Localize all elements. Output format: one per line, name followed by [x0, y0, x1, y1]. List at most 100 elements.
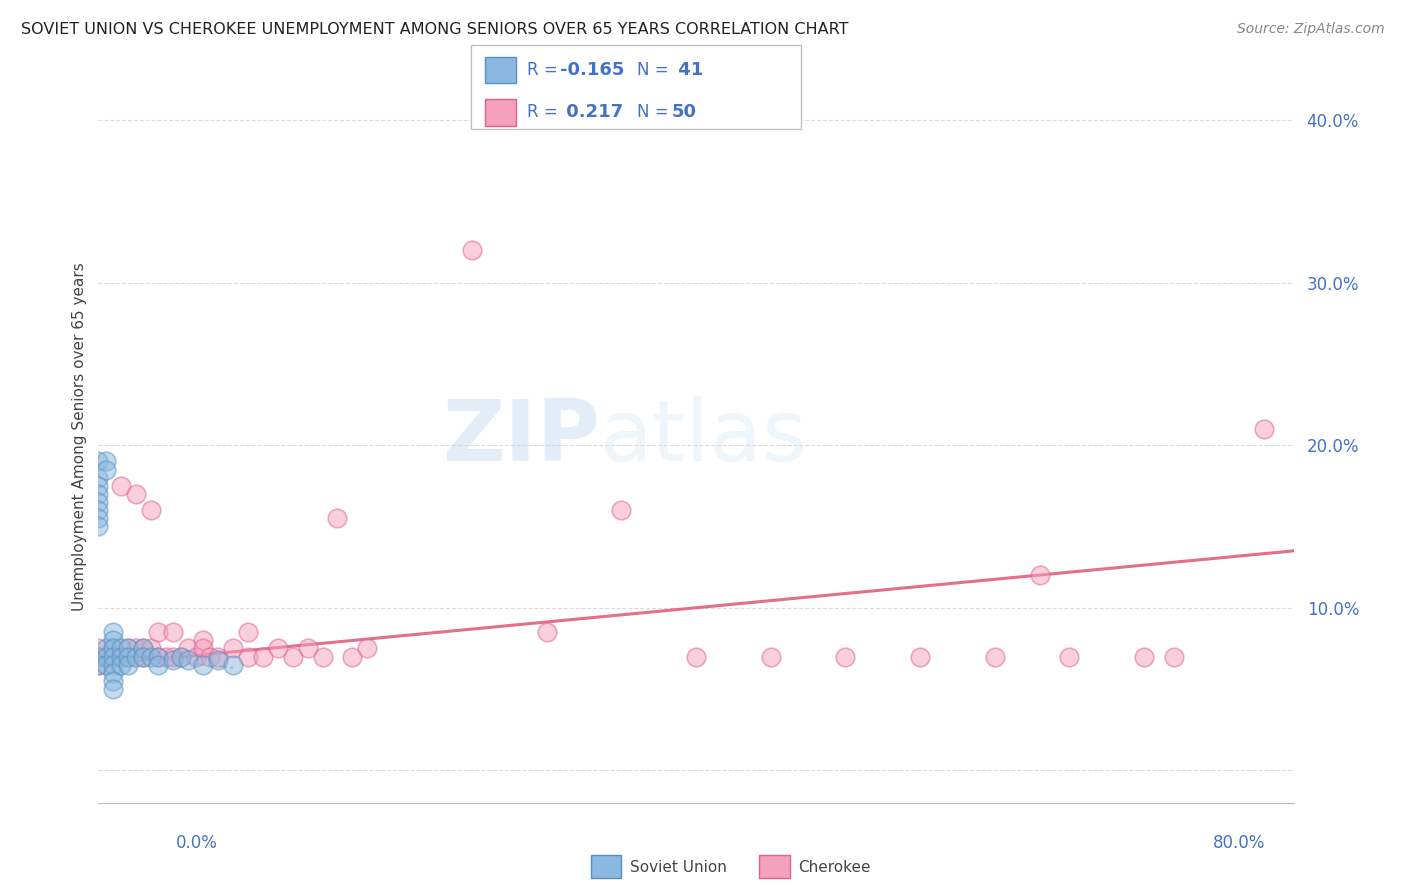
Point: [461, 243, 484, 257]
Point: [297, 641, 319, 656]
Point: [110, 479, 132, 493]
Text: ZIP: ZIP: [443, 395, 600, 479]
Point: [177, 653, 200, 667]
Point: [103, 649, 125, 664]
Point: [94, 454, 117, 468]
Point: [162, 625, 184, 640]
Point: [94, 462, 117, 476]
Point: [103, 657, 125, 672]
Point: [236, 649, 259, 664]
Point: [148, 649, 170, 664]
Point: [1133, 649, 1156, 664]
Text: 41: 41: [672, 61, 703, 79]
Text: N =: N =: [637, 103, 673, 121]
Point: [117, 641, 139, 656]
Text: Soviet Union: Soviet Union: [630, 860, 727, 874]
Point: [132, 641, 155, 656]
Point: [162, 653, 184, 667]
Point: [207, 649, 229, 664]
Text: atlas: atlas: [600, 395, 808, 479]
Point: [94, 649, 117, 664]
Point: [148, 649, 170, 664]
Point: [759, 649, 782, 664]
Point: [148, 657, 170, 672]
Text: Cherokee: Cherokee: [799, 860, 872, 874]
Point: [236, 625, 259, 640]
Point: [908, 649, 931, 664]
Point: [200, 649, 222, 664]
Point: [87, 454, 110, 468]
Point: [267, 641, 290, 656]
Point: [117, 649, 139, 664]
Point: [342, 649, 364, 664]
Point: [87, 471, 110, 485]
Point: [834, 649, 856, 664]
Point: [132, 649, 155, 664]
Point: [139, 503, 162, 517]
Text: R =: R =: [527, 103, 564, 121]
Point: [132, 649, 155, 664]
Point: [103, 673, 125, 688]
Y-axis label: Unemployment Among Seniors over 65 years: Unemployment Among Seniors over 65 years: [72, 263, 87, 611]
Text: SOVIET UNION VS CHEROKEE UNEMPLOYMENT AMONG SENIORS OVER 65 YEARS CORRELATION CH: SOVIET UNION VS CHEROKEE UNEMPLOYMENT AM…: [21, 22, 849, 37]
Point: [87, 495, 110, 509]
Text: 50: 50: [672, 103, 697, 121]
Point: [103, 625, 125, 640]
Point: [87, 511, 110, 525]
Point: [110, 649, 132, 664]
Point: [984, 649, 1007, 664]
Text: Source: ZipAtlas.com: Source: ZipAtlas.com: [1237, 22, 1385, 37]
Point: [162, 649, 184, 664]
Point: [87, 487, 110, 501]
Point: [87, 641, 110, 656]
Point: [132, 641, 155, 656]
Text: 80.0%: 80.0%: [1213, 834, 1265, 852]
Point: [103, 633, 125, 648]
Point: [326, 511, 349, 525]
Point: [1028, 568, 1050, 582]
Point: [87, 503, 110, 517]
Point: [125, 641, 148, 656]
Point: [207, 653, 229, 667]
Point: [117, 641, 139, 656]
Text: N =: N =: [637, 61, 673, 79]
Point: [1059, 649, 1081, 664]
Point: [125, 487, 148, 501]
Point: [610, 503, 633, 517]
Point: [191, 641, 214, 656]
Point: [87, 479, 110, 493]
Point: [222, 641, 245, 656]
Point: [117, 649, 139, 664]
Point: [117, 657, 139, 672]
Point: [139, 649, 162, 664]
Point: [155, 649, 177, 664]
Point: [103, 665, 125, 680]
Point: [103, 681, 125, 696]
Point: [191, 633, 214, 648]
Point: [103, 641, 125, 656]
Point: [169, 649, 191, 664]
Point: [184, 649, 207, 664]
Point: [87, 649, 110, 664]
Point: [1253, 422, 1275, 436]
Point: [191, 657, 214, 672]
Point: [139, 641, 162, 656]
Point: [148, 625, 170, 640]
Point: [169, 649, 191, 664]
Point: [177, 641, 200, 656]
Point: [356, 641, 378, 656]
Text: R =: R =: [527, 61, 564, 79]
Point: [222, 657, 245, 672]
Text: 0.0%: 0.0%: [176, 834, 218, 852]
Point: [103, 641, 125, 656]
Point: [87, 657, 110, 672]
Point: [87, 649, 110, 664]
Point: [94, 641, 117, 656]
Point: [110, 657, 132, 672]
Point: [1163, 649, 1185, 664]
Text: -0.165: -0.165: [560, 61, 624, 79]
Text: 0.217: 0.217: [560, 103, 623, 121]
Point: [281, 649, 304, 664]
Point: [110, 641, 132, 656]
Point: [103, 649, 125, 664]
